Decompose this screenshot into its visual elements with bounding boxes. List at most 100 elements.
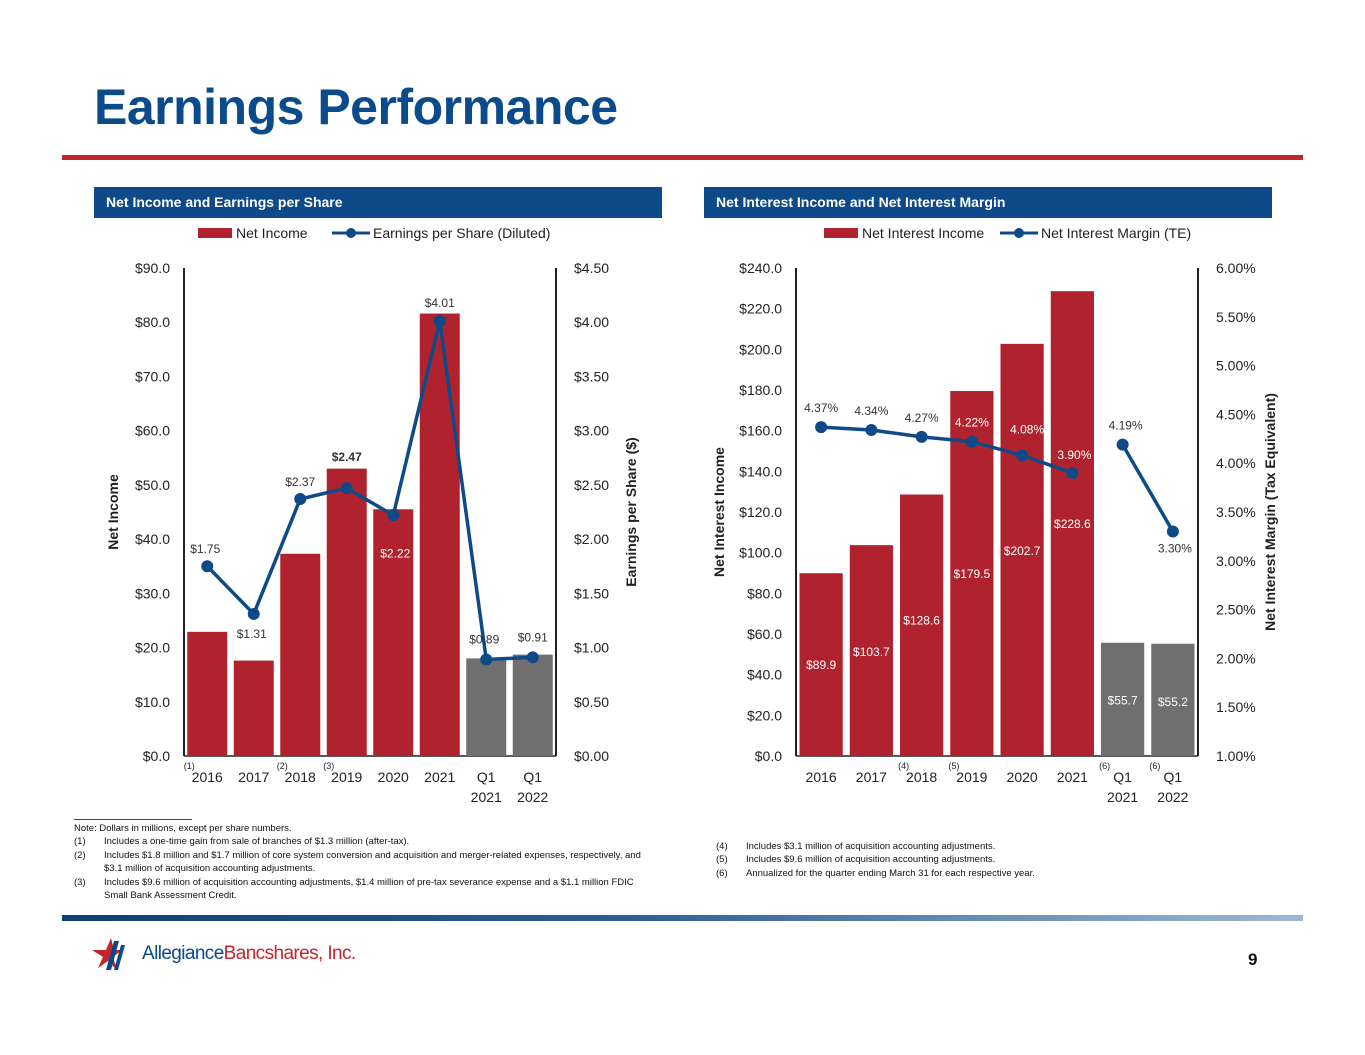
y-tick-label: $50.0 [135,477,170,493]
x-tick-label: 2020 [378,769,409,785]
x-footnote-mark: (3) [323,761,334,771]
y2-tick-label: 6.00% [1216,260,1256,276]
line-point [1116,438,1129,451]
x-footnote-mark: (4) [898,761,909,771]
line-point [480,653,493,666]
legend-marker-line [346,228,356,238]
bar-data-label: $22.9 [191,593,221,607]
footnote-item: (1) Includes a one-time gain from sale of… [74,835,654,848]
y-tick-label: $220.0 [739,301,782,317]
bar-net-interest-income [849,545,893,756]
y-axis-title: Net Income [105,474,121,550]
footnote-mark: (4) [716,841,728,852]
bar-data-label: $228.6 [1054,517,1091,531]
y2-axis-title: Earnings per Share ($) [623,437,639,586]
y2-tick-label: $0.00 [574,748,609,764]
bar-data-label: $103.7 [853,645,890,659]
line-data-label: 3.30% [1158,542,1192,556]
bar-net-interest-income [900,494,944,756]
line-data-label: $2.22 [380,546,410,560]
line-point [433,315,446,328]
y2-tick-label: 4.50% [1216,406,1256,422]
footnote-item: Note: Dollars in millions, except per sh… [74,822,654,835]
y2-tick-label: $0.50 [574,694,609,710]
footnote-item: (4) Includes $3.1 million of acquisition … [716,840,1276,853]
x-tick-label: 2021 [471,789,502,805]
line-point [387,509,400,522]
bar-net-income [187,631,228,756]
legend-label-bar: Net Income [236,225,308,241]
y-tick-label: $20.0 [747,707,782,723]
x-tick-label: 2017 [856,769,887,785]
bar-net-income [512,654,553,756]
y2-tick-label: 1.00% [1216,748,1256,764]
company-name-part-2: Bancshares, Inc. [223,943,357,964]
company-logo: AllegianceBancshares, Inc. [92,934,356,974]
y2-tick-label: 1.50% [1216,699,1256,715]
footnote-text: Includes $3.1 million of acquisition acc… [746,841,996,852]
y-tick-label: $60.0 [747,626,782,642]
y-tick-label: $200.0 [739,341,782,357]
line-point [526,651,539,664]
footnote-text: Includes $9.6 million of acquisition acc… [104,876,634,902]
line-point [247,607,260,620]
footnote-mark: (6) [716,867,728,879]
line-data-label: 4.37% [804,401,838,415]
line-data-label: 4.34% [854,404,888,418]
legend-label-bar: Net Interest Income [862,225,984,241]
panel-title-net-income: Net Income and Earnings per Share [94,187,662,218]
y-tick-label: $120.0 [739,504,782,520]
page-title: Earnings Performance [94,79,618,135]
bar-net-income [373,509,414,756]
bar-net-interest-income [1151,643,1195,756]
footnote-item: (6) Annualized for the quarter ending Mar… [716,867,1276,880]
y2-tick-label: 3.00% [1216,553,1256,569]
title-divider [62,155,1303,160]
y2-tick-label: $1.00 [574,640,609,656]
footnote-mark: (1) [74,836,86,848]
x-tick-label: 2021 [1057,769,1088,785]
y2-tick-label: 2.00% [1216,650,1256,666]
y2-tick-label: $2.50 [574,477,609,493]
footnote-text: Includes a one-time gain from sale of br… [104,836,410,848]
x-tick-label: Q1 [1113,769,1132,785]
footnote-text: Annualized for the quarter ending March … [746,867,1035,879]
bar-data-label: $55.7 [1108,694,1138,708]
bar-net-interest-income [799,573,843,756]
x-tick-label: Q1 [477,769,496,785]
x-tick-label: 2016 [192,769,223,785]
company-name: AllegianceBancshares, Inc. [142,943,356,965]
bar-net-income [326,468,367,756]
line-point [1166,525,1179,538]
y-tick-label: $70.0 [135,368,170,384]
y-tick-label: $0.0 [755,748,782,764]
y2-tick-label: $4.50 [574,260,609,276]
footnote-mark: (5) [716,854,728,866]
y2-tick-label: $2.00 [574,531,609,547]
bar-net-income [280,553,321,756]
x-footnote-mark: (5) [948,761,959,771]
x-tick-label: 2019 [331,769,362,785]
bar-data-label: $18.7 [518,618,548,632]
x-tick-label: 2021 [1107,789,1138,805]
y-tick-label: $100.0 [739,545,782,561]
line-data-label: $1.31 [237,627,267,641]
y-tick-label: $20.0 [135,640,170,656]
y2-tick-label: $3.00 [574,423,609,439]
x-tick-label: 2016 [806,769,837,785]
footnotes-right: (4) Includes $3.1 million of acquisition … [716,840,1276,880]
line-point [1066,466,1079,479]
page-number: 9 [1248,950,1258,969]
bar-data-label: $202.7 [1004,544,1041,558]
x-tick-label: 2018 [285,769,316,785]
line-point [294,492,307,505]
bar-data-label: $18.0 [471,621,501,635]
line-data-label: 4.22% [955,416,989,430]
line-series-net-interest-margin-te- [1121,443,1175,533]
y-tick-label: $180.0 [739,382,782,398]
bar-data-label: $128.6 [903,614,940,628]
line-data-label: $1.75 [190,542,220,556]
footnote-item: (5) Includes $9.6 million of acquisition … [716,853,1276,866]
y-tick-label: $80.0 [747,585,782,601]
line-point [1016,449,1029,462]
